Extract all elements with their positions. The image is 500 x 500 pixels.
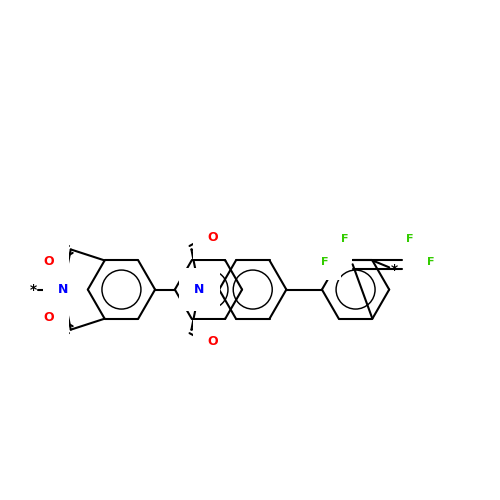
Text: F: F [331, 238, 338, 248]
Text: F: F [416, 238, 424, 248]
Text: O: O [44, 255, 54, 268]
Text: F: F [406, 234, 413, 243]
Text: F: F [320, 256, 328, 266]
Text: O: O [44, 312, 54, 324]
Text: O: O [208, 335, 218, 348]
Text: N: N [58, 283, 68, 296]
Text: F: F [341, 234, 348, 243]
Text: N: N [194, 283, 204, 296]
Text: F: F [426, 256, 434, 266]
Text: *: * [390, 264, 398, 278]
Text: O: O [208, 231, 218, 244]
Text: *: * [30, 282, 37, 296]
